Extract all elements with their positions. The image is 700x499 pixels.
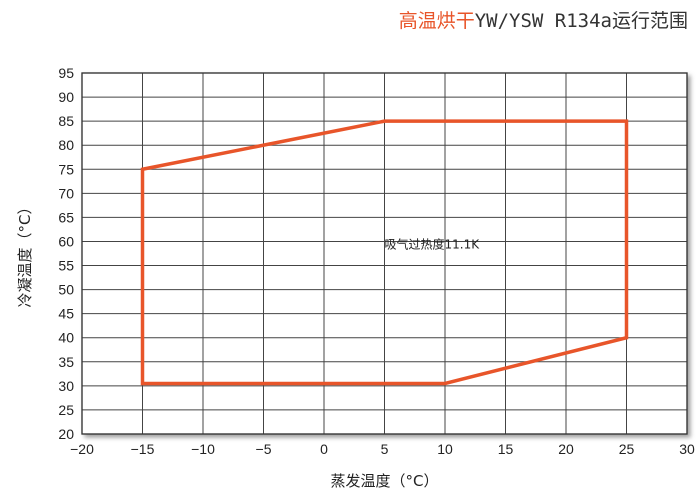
y-tick-label: 60 <box>58 233 74 249</box>
y-tick-label: 75 <box>58 161 74 177</box>
x-tick-label: 30 <box>679 441 695 457</box>
y-axis-ticks: 20 25 30 35 40 45 50 55 60 65 70 75 80 85 90 95 <box>58 65 74 442</box>
x-tick-label: 10 <box>437 441 453 457</box>
y-tick-label: 55 <box>58 258 74 274</box>
y-tick-label: 25 <box>58 402 74 418</box>
y-tick-label: 50 <box>58 282 74 298</box>
x-axis-ticks: −20 −15 −10 −5 0 5 10 15 20 25 30 <box>70 441 695 457</box>
chart-title-accent: 高温烘干 <box>398 10 475 32</box>
x-tick-label: 25 <box>619 441 635 457</box>
series-layer <box>140 119 629 386</box>
y-tick-label: 35 <box>58 354 74 370</box>
x-axis-title: 蒸发温度（°C） <box>331 472 439 490</box>
x-tick-label: −5 <box>256 441 272 457</box>
x-tick-label: 5 <box>381 441 389 457</box>
y-tick-label: 95 <box>58 65 74 81</box>
y-tick-label: 65 <box>58 209 74 225</box>
x-tick-label: 15 <box>498 441 514 457</box>
y-tick-label: 45 <box>58 306 74 322</box>
y-axis-title: 冷凝温度（°C） <box>16 200 34 308</box>
superheat-annotation: 吸气过热度11.1K <box>385 237 481 252</box>
y-tick-label: 30 <box>58 378 74 394</box>
x-tick-label: 20 <box>558 441 574 457</box>
y-tick-label: 20 <box>58 426 74 442</box>
x-tick-label: −10 <box>191 441 215 457</box>
y-tick-label: 70 <box>58 185 74 201</box>
annotations: 吸气过热度11.1K <box>385 237 481 252</box>
y-tick-label: 80 <box>58 137 74 153</box>
grid <box>81 72 688 435</box>
y-tick-label: 85 <box>58 113 74 129</box>
chart-title: 高温烘干YW/YSW R134a运行范围 <box>399 6 688 33</box>
y-tick-label: 40 <box>58 330 74 346</box>
y-tick-label: 90 <box>58 89 74 105</box>
operating-envelope-line <box>140 119 629 386</box>
chart-title-rest: YW/YSW R134a运行范围 <box>474 10 688 32</box>
x-tick-label: 0 <box>320 441 328 457</box>
plot-frame <box>81 72 688 435</box>
x-tick-label: −15 <box>131 441 155 457</box>
x-tick-label: −20 <box>70 441 94 457</box>
